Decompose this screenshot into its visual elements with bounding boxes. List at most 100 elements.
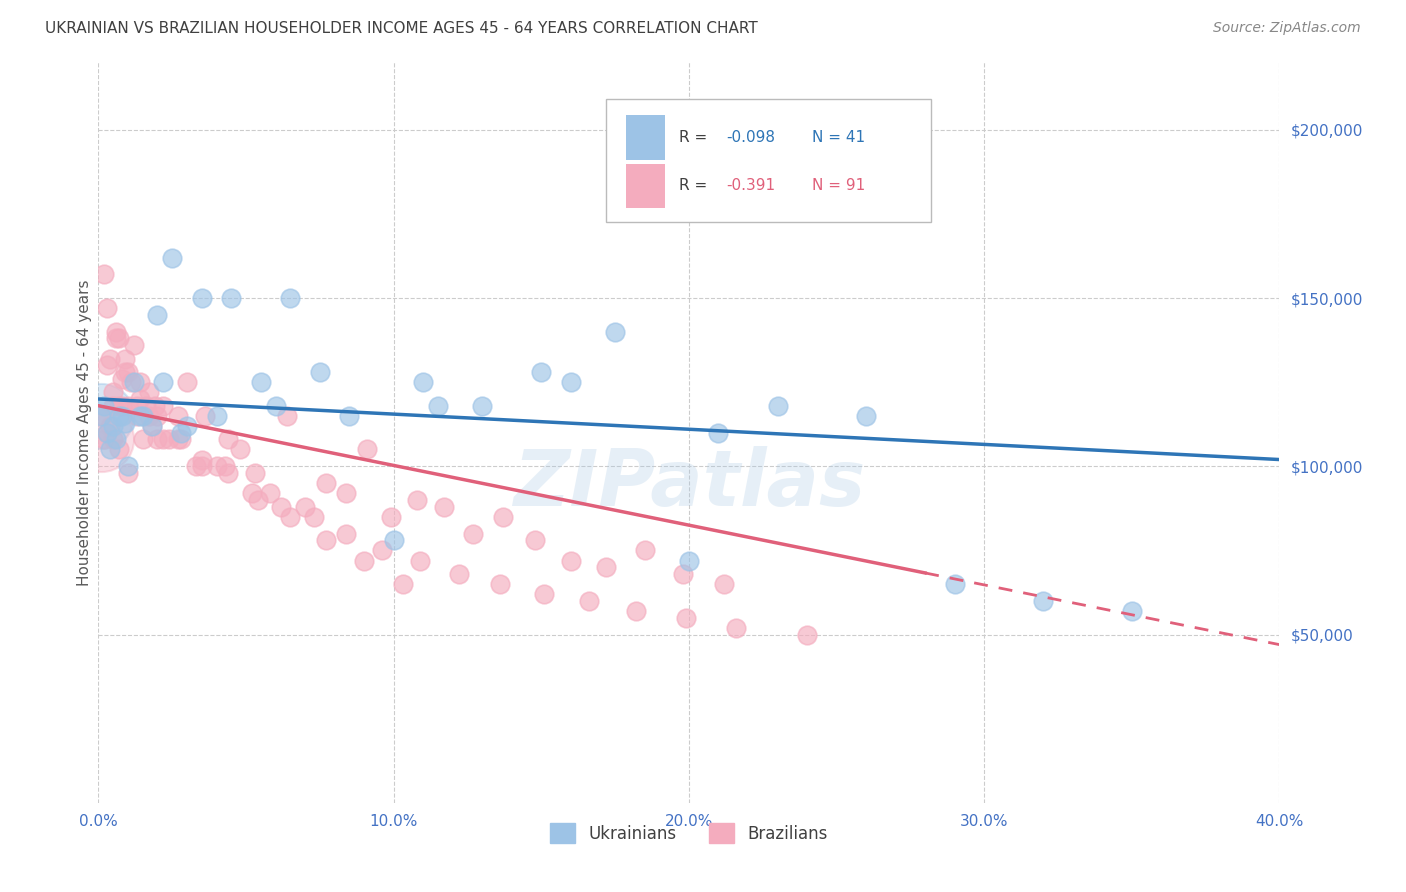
Point: [96, 425, 118, 440]
Point: [108, 399, 131, 413]
Text: R =: R =: [679, 178, 713, 194]
Point: [135, 399, 157, 413]
Point: [96, 425, 118, 440]
Point: [463, 526, 485, 541]
Point: [128, 375, 150, 389]
Point: [191, 452, 214, 467]
Point: [595, 560, 617, 574]
Point: [217, 466, 239, 480]
Point: [93, 433, 115, 447]
Point: [117, 466, 139, 480]
Point: [93, 268, 115, 282]
Point: [471, 399, 494, 413]
Point: [108, 409, 131, 423]
Point: [132, 409, 155, 423]
Point: [259, 486, 281, 500]
Point: [560, 375, 582, 389]
Point: [353, 553, 375, 567]
Point: [114, 351, 136, 366]
Point: [114, 416, 136, 430]
Point: [315, 476, 337, 491]
Point: [111, 399, 134, 413]
Point: [125, 409, 148, 423]
Point: [270, 500, 292, 514]
Point: [103, 385, 125, 400]
Point: [117, 399, 139, 413]
Point: [152, 433, 174, 447]
Point: [103, 418, 125, 433]
Bar: [626, 163, 665, 208]
Point: [221, 291, 243, 305]
Point: [533, 587, 555, 601]
Point: [128, 409, 150, 423]
Point: [725, 621, 748, 635]
Point: [335, 526, 357, 541]
Point: [191, 459, 214, 474]
Point: [152, 375, 174, 389]
Point: [103, 433, 125, 447]
Point: [406, 492, 429, 507]
Text: ZIPatlas: ZIPatlas: [513, 446, 865, 523]
Point: [146, 433, 169, 447]
Point: [167, 409, 190, 423]
Bar: [626, 115, 665, 160]
Point: [122, 375, 145, 389]
Point: [90, 409, 112, 423]
Point: [315, 533, 337, 548]
Point: [412, 375, 434, 389]
Point: [707, 425, 730, 440]
Point: [117, 365, 139, 379]
Text: N = 41: N = 41: [811, 130, 865, 145]
Point: [141, 418, 163, 433]
Point: [433, 500, 456, 514]
Point: [309, 365, 332, 379]
Point: [246, 492, 269, 507]
Point: [855, 409, 877, 423]
Point: [125, 399, 148, 413]
Point: [146, 409, 169, 423]
Point: [624, 604, 647, 618]
Text: -0.098: -0.098: [727, 130, 776, 145]
Point: [409, 553, 432, 567]
Point: [280, 509, 302, 524]
Point: [766, 399, 789, 413]
Point: [146, 308, 169, 322]
Point: [280, 291, 302, 305]
Point: [560, 553, 582, 567]
Point: [264, 399, 287, 413]
Point: [117, 459, 139, 474]
Point: [492, 509, 515, 524]
Text: -0.391: -0.391: [727, 178, 776, 194]
Point: [90, 409, 112, 423]
Point: [489, 577, 512, 591]
Point: [132, 433, 155, 447]
Point: [90, 409, 112, 423]
Point: [96, 359, 118, 373]
Point: [108, 331, 131, 345]
Point: [796, 627, 818, 641]
Point: [152, 399, 174, 413]
Point: [176, 375, 198, 389]
Point: [170, 433, 193, 447]
Point: [98, 442, 121, 457]
Point: [191, 291, 214, 305]
Point: [713, 577, 735, 591]
Point: [105, 325, 128, 339]
Point: [294, 500, 316, 514]
Point: [194, 409, 217, 423]
Point: [943, 577, 966, 591]
Point: [678, 553, 700, 567]
Y-axis label: Householder Income Ages 45 - 64 years: Householder Income Ages 45 - 64 years: [77, 279, 91, 586]
Point: [1032, 594, 1054, 608]
Point: [111, 409, 134, 423]
Point: [98, 418, 121, 433]
Point: [672, 566, 695, 581]
Point: [250, 375, 273, 389]
Point: [143, 399, 166, 413]
Point: [90, 433, 112, 447]
Point: [122, 338, 145, 352]
Point: [157, 433, 180, 447]
Point: [111, 372, 134, 386]
Text: Source: ZipAtlas.com: Source: ZipAtlas.com: [1213, 21, 1361, 36]
Point: [217, 433, 239, 447]
